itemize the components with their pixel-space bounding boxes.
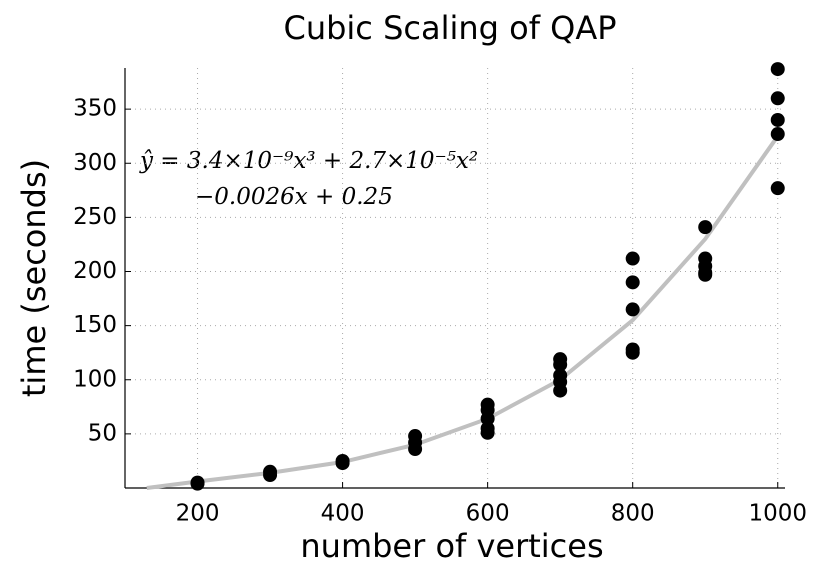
point (770, 91, 785, 106)
point (553, 383, 568, 398)
y-tick-label: 200 (73, 258, 117, 284)
point (408, 442, 423, 457)
point (625, 345, 640, 360)
y-tick-label: 100 (73, 366, 117, 392)
point (263, 468, 278, 483)
y-tick-label: 50 (88, 420, 117, 446)
fit-line (146, 135, 780, 490)
y-axis-label: time (seconds) (15, 159, 53, 397)
y-tick-label: 150 (73, 312, 117, 338)
point (625, 302, 640, 317)
y-tick-label: 300 (73, 150, 117, 176)
point (770, 62, 785, 77)
point (698, 220, 713, 235)
point (698, 267, 713, 282)
point (770, 112, 785, 127)
point (625, 251, 640, 266)
y-tick-label: 350 (73, 96, 117, 122)
x-tick-label: 400 (321, 501, 365, 527)
chart-title: Cubic Scaling of QAP (283, 9, 616, 47)
x-tick-label: 800 (611, 501, 655, 527)
y-tick-label: 250 (73, 204, 117, 230)
point (480, 411, 495, 426)
point (480, 425, 495, 440)
annotation: −0.0026x + 0.25 (195, 184, 393, 210)
annotation: ŷ = 3.4×10⁻⁹x³ + 2.7×10⁻⁵x² (139, 148, 478, 174)
x-tick-label: 1000 (748, 501, 807, 527)
x-tick-label: 600 (466, 501, 510, 527)
x-tick-label: 200 (176, 501, 220, 527)
x-axis-label: number of vertices (300, 527, 603, 565)
point (553, 357, 568, 372)
point (625, 275, 640, 290)
point (770, 127, 785, 142)
point (335, 456, 350, 471)
point (190, 476, 205, 491)
point (770, 181, 785, 196)
